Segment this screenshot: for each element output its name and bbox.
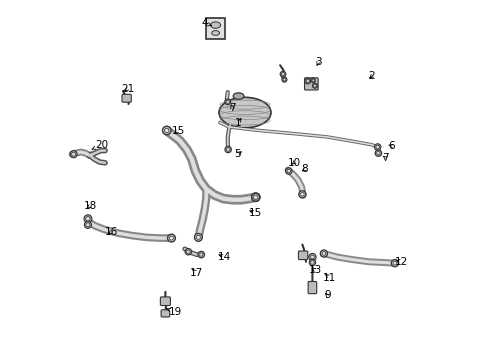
Circle shape [86,223,90,227]
Text: 17: 17 [190,267,203,278]
Circle shape [375,150,382,156]
Circle shape [254,195,258,199]
Text: 19: 19 [166,307,182,317]
Circle shape [70,150,77,158]
Text: 6: 6 [389,141,395,151]
Circle shape [168,234,175,242]
Text: 16: 16 [104,227,118,237]
Circle shape [281,73,285,76]
Circle shape [314,84,317,87]
Circle shape [226,148,230,151]
Text: 18: 18 [84,201,97,211]
Circle shape [282,77,287,82]
Circle shape [165,129,169,133]
Circle shape [392,260,398,267]
Ellipse shape [211,22,220,28]
Text: 10: 10 [287,158,300,168]
Text: 7: 7 [382,153,389,163]
Ellipse shape [233,93,244,99]
Text: 11: 11 [323,273,337,283]
Text: 13: 13 [309,265,322,275]
FancyBboxPatch shape [308,282,317,294]
Text: 5: 5 [234,149,242,159]
Circle shape [311,255,314,259]
Text: 21: 21 [122,84,135,94]
Text: 7: 7 [229,103,236,113]
Circle shape [313,83,318,88]
Circle shape [286,168,292,174]
Circle shape [198,251,204,258]
Ellipse shape [212,31,220,35]
Circle shape [225,99,231,105]
Circle shape [300,193,304,196]
Circle shape [86,217,90,221]
Circle shape [376,145,379,149]
Text: 4: 4 [202,18,211,28]
Text: 20: 20 [92,140,108,150]
Circle shape [84,221,92,228]
Circle shape [185,248,192,255]
Circle shape [309,259,316,266]
Circle shape [322,252,326,255]
Circle shape [195,233,202,241]
Circle shape [225,146,231,153]
Circle shape [311,78,315,82]
Circle shape [306,80,309,82]
FancyBboxPatch shape [304,78,318,90]
Circle shape [393,261,397,265]
Circle shape [305,78,311,84]
Circle shape [299,191,306,198]
Ellipse shape [219,97,271,128]
Circle shape [187,250,190,253]
FancyBboxPatch shape [160,297,171,306]
Text: 12: 12 [395,257,408,267]
Circle shape [320,250,327,257]
Circle shape [170,236,173,240]
Text: 1: 1 [235,118,242,128]
Text: 2: 2 [368,71,375,81]
Circle shape [374,144,381,150]
Text: 14: 14 [218,252,231,262]
FancyBboxPatch shape [161,310,170,317]
Circle shape [84,215,92,223]
Circle shape [312,79,314,81]
Circle shape [280,71,286,77]
Circle shape [309,253,316,261]
Circle shape [287,169,291,173]
Circle shape [251,193,260,202]
Text: 9: 9 [324,291,331,301]
Circle shape [199,253,203,256]
Circle shape [196,235,200,239]
Circle shape [163,126,171,135]
Circle shape [72,152,75,156]
Text: 15: 15 [248,208,262,218]
Circle shape [311,261,314,264]
Circle shape [283,78,286,81]
Circle shape [254,195,258,199]
Circle shape [252,193,260,201]
FancyBboxPatch shape [298,251,308,260]
Text: 15: 15 [172,126,185,135]
Text: 8: 8 [302,164,308,174]
Text: 3: 3 [315,57,321,67]
Circle shape [377,152,380,155]
FancyBboxPatch shape [122,94,131,102]
Circle shape [226,100,229,103]
FancyBboxPatch shape [206,18,225,40]
